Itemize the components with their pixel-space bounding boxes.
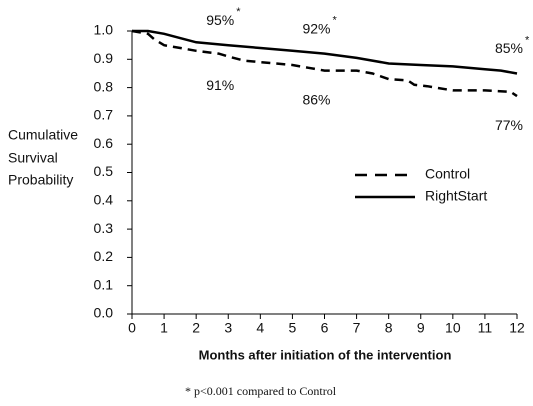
y-axis-title: Probability (8, 172, 73, 188)
x-tick-label: 8 (385, 320, 393, 336)
y-tick-label: 0.3 (94, 220, 114, 236)
data-label: 95% (206, 12, 234, 28)
y-axis-title: Survival (8, 150, 58, 166)
x-tick-label: 12 (509, 320, 525, 336)
y-tick-label: 0.4 (94, 192, 114, 208)
x-tick-label: 0 (128, 320, 136, 336)
x-axis-title: Months after initiation of the intervent… (199, 347, 452, 362)
x-tick-label: 7 (353, 320, 361, 336)
x-tick-label: 2 (192, 320, 200, 336)
x-tick-label: 6 (321, 320, 329, 336)
y-tick-label: 0.2 (94, 248, 114, 264)
y-tick-label: 0.8 (94, 78, 114, 94)
footnote: * p<0.001 compared to Control (185, 384, 337, 398)
data-label: 85% (495, 40, 523, 56)
y-axis-title: Cumulative (8, 127, 78, 143)
y-tick-label: 1.0 (94, 22, 114, 38)
data-label: 77% (495, 117, 523, 133)
x-tick-label: 3 (224, 320, 232, 336)
data-label-mark: * (525, 34, 530, 46)
data-label-mark: * (333, 15, 338, 27)
x-tick-label: 5 (289, 320, 297, 336)
data-label: 86% (302, 91, 330, 107)
legend-label: RightStart (425, 188, 487, 204)
data-label: 92% (302, 20, 330, 36)
y-tick-label: 0.1 (94, 276, 114, 292)
series-line (132, 29, 518, 75)
x-tick-label: 9 (417, 320, 425, 336)
series-line (131, 29, 518, 98)
x-tick-label: 11 (478, 320, 493, 336)
x-tick-label: 1 (160, 320, 168, 336)
y-tick-label: 0.9 (94, 50, 114, 66)
data-label: 91% (206, 77, 234, 93)
data-label-mark: * (236, 6, 241, 18)
y-tick-label: 0.5 (94, 163, 114, 179)
y-tick-label: 0.0 (94, 305, 114, 321)
y-tick-label: 0.6 (94, 135, 114, 151)
x-tick-label: 10 (445, 320, 461, 336)
x-tick-label: 4 (256, 320, 264, 336)
y-tick-label: 0.7 (94, 107, 114, 123)
legend-label: Control (425, 166, 470, 182)
